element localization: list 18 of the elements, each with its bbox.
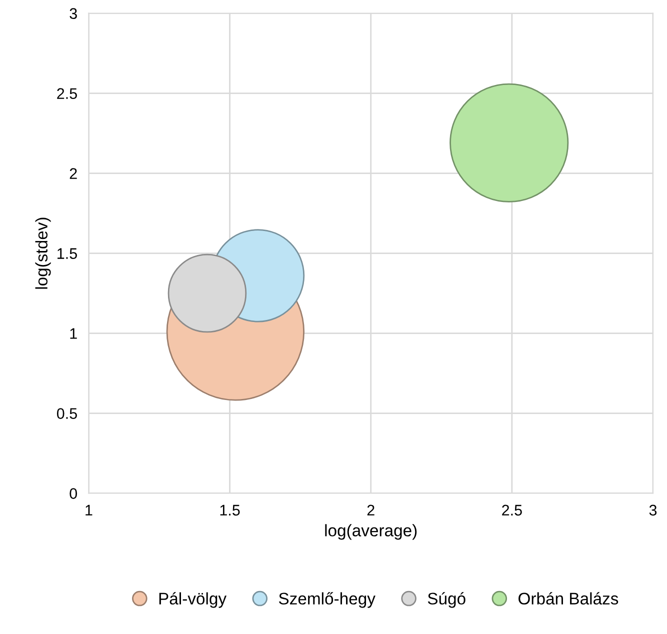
x-axis-title: log(average) <box>325 524 417 540</box>
y-tick-label: 2 <box>70 168 77 179</box>
x-tick-label: 2.5 <box>502 504 522 516</box>
y-tick-label: 1.5 <box>58 248 77 259</box>
x-tick-label: 2 <box>367 504 374 516</box>
legend-label: Pál-völgy <box>159 592 227 608</box>
legend-label: Szemlő-hegy <box>278 592 376 608</box>
y-tick-label: 0 <box>70 488 78 499</box>
x-tick-label: 3 <box>649 504 657 516</box>
legend-label: Súgó <box>428 592 466 608</box>
y-tick-label: 1 <box>70 328 77 339</box>
y-tick-label: 2.5 <box>57 88 77 99</box>
y-tick-label: 3 <box>70 8 77 19</box>
y-axis-title: log(stdev) <box>35 218 51 289</box>
y-tick-label: 0.5 <box>56 408 77 419</box>
legend-label: Orbán Balázs <box>518 592 618 605</box>
x-tick-label: 1.5 <box>220 504 240 516</box>
x-tick-label: 1 <box>86 504 92 516</box>
